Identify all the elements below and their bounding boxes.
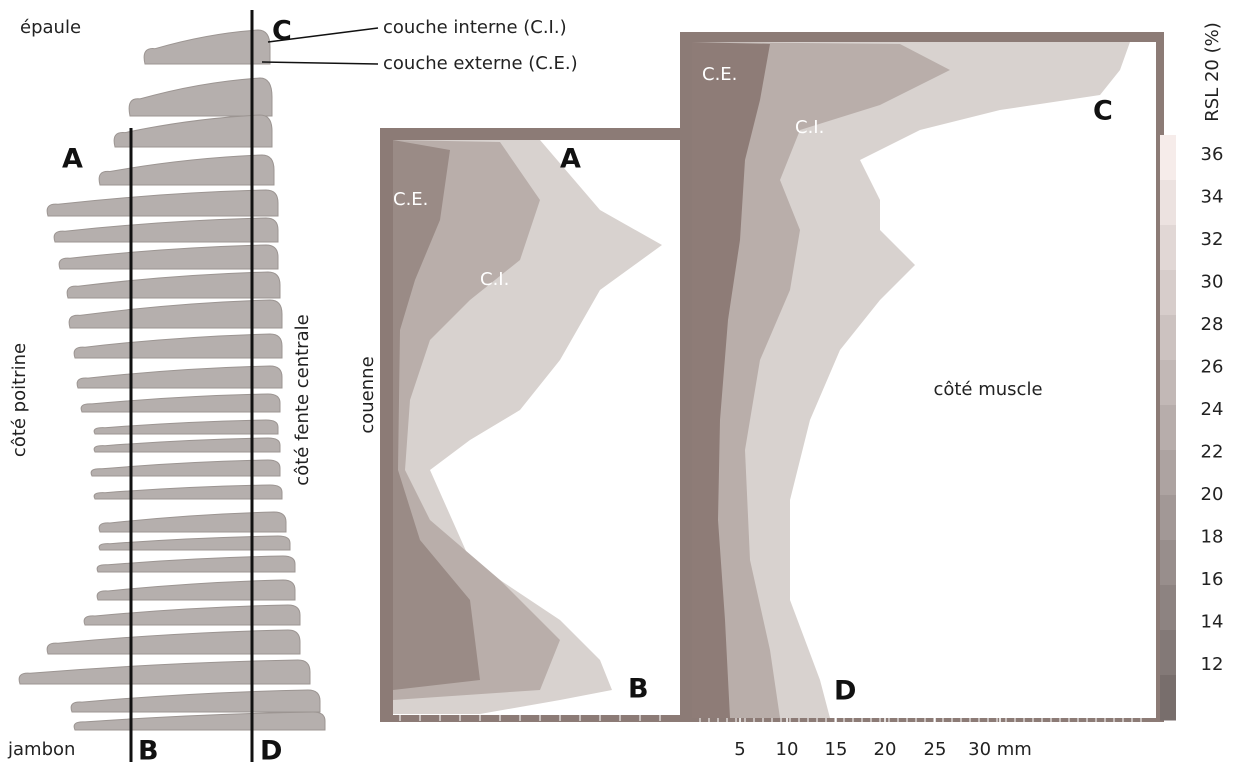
colorbar: 36 34 32 30 28 26 24 22 20 18 16 14 12 xyxy=(1160,135,1223,721)
cut-label: B xyxy=(628,674,649,705)
ticks: 5 10 15 20 25 30 mm xyxy=(399,715,1142,760)
slices xyxy=(18,29,326,731)
colorbar-label: 20 xyxy=(1201,484,1224,505)
slice xyxy=(96,555,296,573)
colorbar-label: 24 xyxy=(1201,399,1224,420)
label: épaule xyxy=(20,17,81,38)
colorbar-swatch xyxy=(1160,675,1176,721)
x-tick-label: 25 xyxy=(924,739,947,760)
colorbar-swatch xyxy=(1160,540,1176,586)
slice xyxy=(70,689,321,713)
label: côté poitrine xyxy=(9,343,30,457)
contour xyxy=(692,42,1130,718)
colorbar-label: 22 xyxy=(1201,442,1224,463)
slice xyxy=(46,629,301,655)
label: couenne xyxy=(357,356,378,433)
slice xyxy=(68,299,283,329)
label: C.I. xyxy=(795,117,824,138)
colorbar-swatch xyxy=(1160,270,1176,316)
slice xyxy=(53,217,279,243)
colorbar-title: RSL 20 (%) xyxy=(1202,22,1223,121)
colorbar-label: 14 xyxy=(1201,612,1224,633)
slice xyxy=(76,365,283,389)
label: C.E. xyxy=(702,64,737,85)
colorbar-swatch xyxy=(1160,495,1176,541)
slice xyxy=(128,77,273,117)
x-tick-label: 20 xyxy=(874,739,897,760)
slice xyxy=(93,484,283,500)
slice xyxy=(90,459,281,477)
cut-label: C xyxy=(272,16,292,47)
slice xyxy=(58,244,279,270)
slice xyxy=(83,604,301,626)
cut-label: B xyxy=(138,736,159,767)
x-tick-label: 10 xyxy=(776,739,799,760)
slice xyxy=(73,333,283,359)
colorbar-label: 18 xyxy=(1201,527,1224,548)
colorbar-label: 12 xyxy=(1201,654,1224,675)
slice xyxy=(98,535,291,551)
contour xyxy=(692,42,950,718)
slice xyxy=(113,114,273,148)
slice xyxy=(93,419,279,435)
slice xyxy=(96,579,296,601)
colorbar-swatch xyxy=(1160,585,1176,631)
cut-label: A xyxy=(560,144,581,175)
label: jambon xyxy=(7,739,75,760)
label: côté muscle xyxy=(933,379,1042,400)
colorbar-label: 34 xyxy=(1201,187,1224,208)
slice xyxy=(73,711,326,731)
contour xyxy=(393,140,480,690)
label: C.E. xyxy=(393,189,428,210)
colorbar-swatch xyxy=(1160,405,1176,451)
label: couche interne (C.I.) xyxy=(383,17,567,38)
colorbar-swatch xyxy=(1160,450,1176,496)
slice xyxy=(80,393,281,413)
leader xyxy=(261,61,379,65)
cut-label: D xyxy=(260,736,282,767)
slice xyxy=(93,437,281,453)
slice xyxy=(98,511,287,533)
colorbar-swatch xyxy=(1160,360,1176,406)
label: C.I. xyxy=(480,269,509,290)
colorbar-label: 26 xyxy=(1201,357,1224,378)
colorbar-swatch xyxy=(1160,315,1176,361)
cut-label: A xyxy=(62,144,83,175)
colorbar-swatch xyxy=(1160,630,1176,676)
x-tick-label: 15 xyxy=(825,739,848,760)
colorbar-label: 16 xyxy=(1201,569,1224,590)
slice xyxy=(66,271,281,299)
colorbar-label: 30 xyxy=(1201,272,1224,293)
cut-label: D xyxy=(834,676,856,707)
colorbar-swatch xyxy=(1160,225,1176,271)
x-tick-label: 30 mm xyxy=(968,739,1032,760)
label: couche externe (C.E.) xyxy=(383,53,578,74)
slice xyxy=(143,29,271,65)
slice xyxy=(46,189,279,217)
x-tick-label: 5 xyxy=(734,739,745,760)
cut-label: C xyxy=(1093,96,1113,127)
colorbar-label: 32 xyxy=(1201,229,1224,250)
label: côté fente centrale xyxy=(292,314,313,485)
contour xyxy=(692,42,770,718)
slice xyxy=(98,154,275,186)
slice xyxy=(18,659,311,685)
leader xyxy=(267,27,379,43)
colorbar-label: 28 xyxy=(1201,314,1224,335)
colorbar-swatch xyxy=(1160,180,1176,226)
colorbar-label: 36 xyxy=(1201,144,1224,165)
colorbar-swatch xyxy=(1160,135,1176,181)
